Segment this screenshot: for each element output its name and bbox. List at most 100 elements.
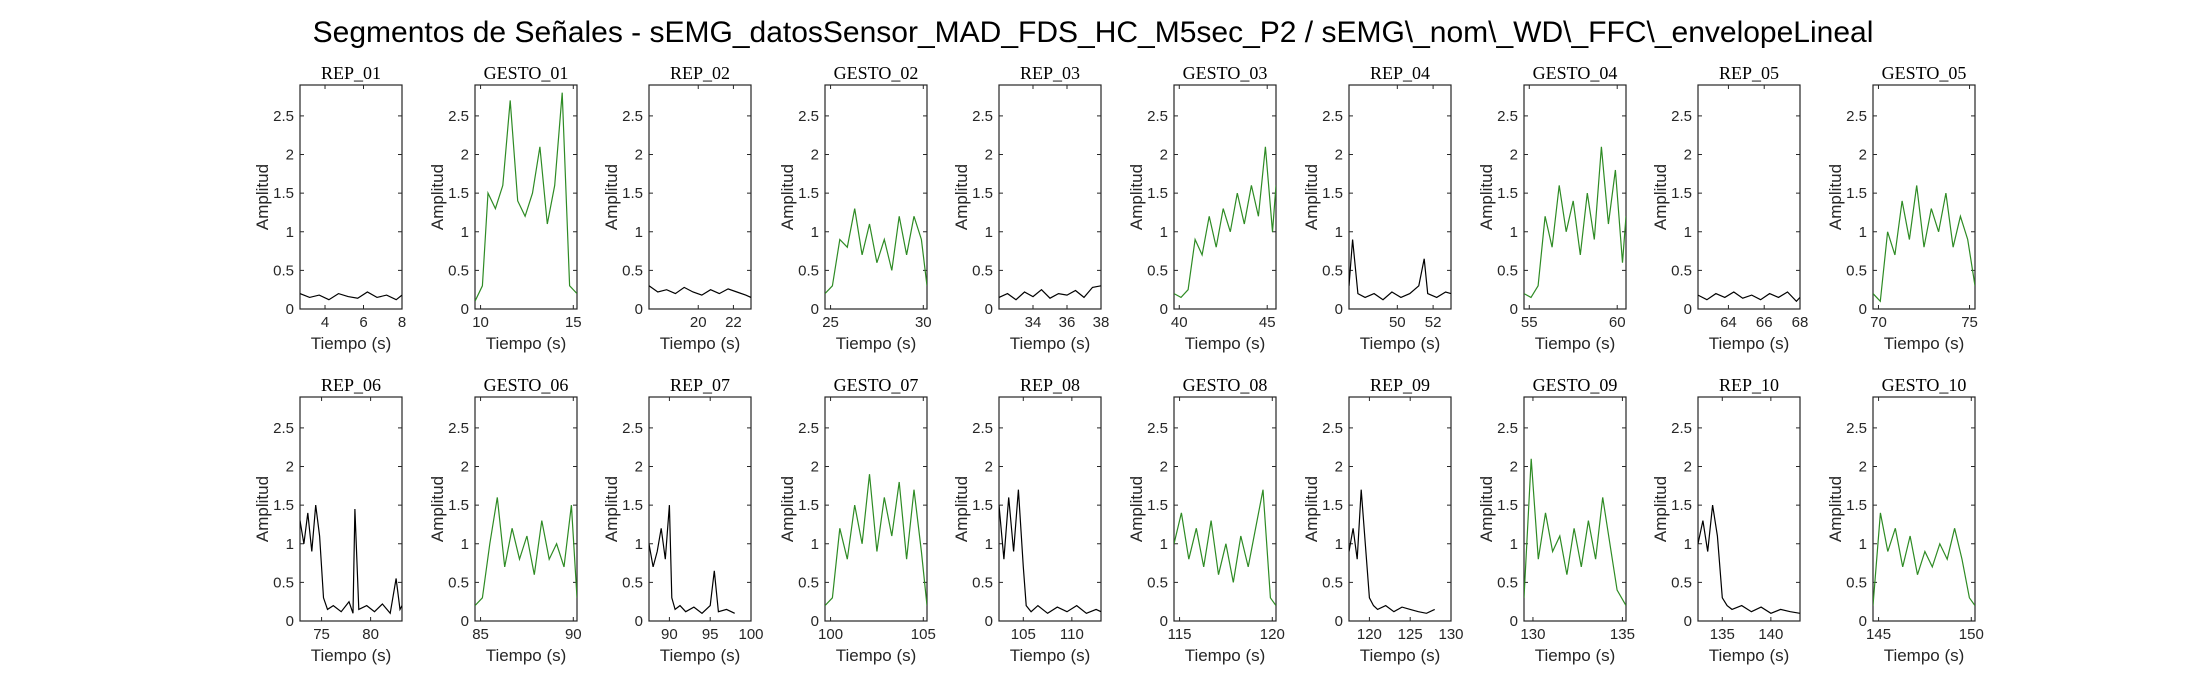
subplot-title: REP_05 bbox=[1719, 63, 1779, 83]
y-axis-label: Amplitud bbox=[1127, 164, 1146, 230]
y-axis-label: Amplitud bbox=[428, 476, 447, 542]
y-tick-label: 1 bbox=[1684, 536, 1692, 553]
axes-box bbox=[1523, 396, 1627, 622]
x-tick-label: 110 bbox=[1060, 626, 1084, 643]
x-tick-label: 90 bbox=[565, 626, 582, 643]
y-tick-label: 1.5 bbox=[1846, 185, 1867, 202]
y-tick-label: 0 bbox=[635, 613, 643, 630]
axes-box bbox=[1697, 84, 1801, 310]
y-tick-label: 1 bbox=[461, 224, 469, 241]
subplot-rep-08: REP_08 0 0.5 1 1.5 2 2.5 105 110 Tiempo (s) Amplit… bbox=[952, 375, 1102, 665]
x-axis-label: Tiempo (s) bbox=[1360, 646, 1441, 665]
y-tick-label: 1.5 bbox=[1147, 185, 1168, 202]
subplot-gesto-05: GESTO_05 0 0.5 1 1.5 2 2.5 70 75 Tiempo (s) Amplit… bbox=[1826, 63, 1978, 353]
y-axis-label: Amplitud bbox=[602, 476, 621, 542]
axes-box bbox=[1697, 396, 1801, 622]
y-tick-label: 2 bbox=[1510, 459, 1518, 476]
y-tick-label: 1.5 bbox=[1671, 185, 1692, 202]
y-tick-label: 1 bbox=[1859, 536, 1867, 553]
x-axis-label: Tiempo (s) bbox=[311, 334, 392, 353]
axes-box bbox=[299, 84, 403, 310]
y-tick-label: 2 bbox=[286, 147, 294, 164]
y-axis-label: Amplitud bbox=[428, 164, 447, 230]
y-tick-label: 0 bbox=[985, 301, 993, 318]
y-tick-label: 2 bbox=[1160, 147, 1168, 164]
x-tick-label: 130 bbox=[1520, 626, 1545, 643]
signal-line bbox=[1349, 489, 1435, 614]
signal-line bbox=[649, 505, 735, 615]
subplot-title: REP_06 bbox=[321, 375, 381, 395]
y-tick-label: 2.5 bbox=[622, 108, 643, 125]
x-axis-label: Tiempo (s) bbox=[1360, 334, 1441, 353]
y-tick-label: 0 bbox=[1859, 613, 1867, 630]
y-axis-label: Amplitud bbox=[1127, 476, 1146, 542]
y-tick-label: 1.5 bbox=[448, 185, 469, 202]
x-tick-label: 70 bbox=[1870, 314, 1887, 331]
y-tick-label: 2 bbox=[1335, 459, 1343, 476]
x-tick-label: 105 bbox=[1011, 626, 1036, 643]
x-tick-label: 135 bbox=[1710, 626, 1735, 643]
y-tick-label: 0 bbox=[1335, 301, 1343, 318]
x-tick-label: 60 bbox=[1609, 314, 1626, 331]
signal-line bbox=[999, 489, 1101, 615]
subplot-gesto-09: GESTO_09 0 0.5 1 1.5 2 2.5 130 135 Tiempo (s) Ampl… bbox=[1477, 375, 1635, 665]
y-tick-label: 2 bbox=[1684, 459, 1692, 476]
x-axis-label: Tiempo (s) bbox=[486, 646, 567, 665]
y-tick-label: 2.5 bbox=[448, 108, 469, 125]
y-tick-label: 0.5 bbox=[1322, 574, 1343, 591]
subplot-title: REP_01 bbox=[321, 63, 381, 83]
y-tick-label: 1.5 bbox=[798, 185, 819, 202]
signal-line bbox=[825, 208, 927, 295]
x-tick-label: 120 bbox=[1260, 626, 1285, 643]
signal-line bbox=[825, 474, 927, 607]
x-axis-label: Tiempo (s) bbox=[1884, 646, 1965, 665]
y-tick-label: 0.5 bbox=[1497, 262, 1518, 279]
subplot-title: GESTO_08 bbox=[1183, 375, 1268, 395]
x-tick-label: 100 bbox=[818, 626, 843, 643]
y-tick-label: 2 bbox=[286, 459, 294, 476]
x-tick-label: 64 bbox=[1720, 314, 1737, 331]
y-tick-label: 0.5 bbox=[1671, 574, 1692, 591]
y-tick-label: 1 bbox=[635, 536, 643, 553]
axes-box bbox=[1173, 396, 1277, 622]
x-tick-label: 125 bbox=[1398, 626, 1423, 643]
subplot-gesto-03: GESTO_03 0 0.5 1 1.5 2 2.5 40 45 Tiempo (s) Amplit… bbox=[1127, 63, 1277, 353]
x-tick-label: 95 bbox=[702, 626, 719, 643]
y-tick-label: 0 bbox=[1510, 613, 1518, 630]
x-axis-label: Tiempo (s) bbox=[1185, 646, 1266, 665]
x-tick-label: 10 bbox=[472, 314, 489, 331]
signal-line bbox=[475, 92, 577, 302]
y-tick-label: 1 bbox=[1510, 536, 1518, 553]
y-tick-label: 1 bbox=[286, 536, 294, 553]
y-tick-label: 1.5 bbox=[1322, 185, 1343, 202]
subplot-title: GESTO_04 bbox=[1533, 63, 1618, 83]
y-tick-label: 1 bbox=[461, 536, 469, 553]
y-tick-label: 2 bbox=[1160, 459, 1168, 476]
y-tick-label: 2 bbox=[811, 147, 819, 164]
y-tick-label: 2.5 bbox=[1497, 420, 1518, 437]
y-tick-label: 1 bbox=[1335, 224, 1343, 241]
y-tick-label: 2.5 bbox=[1671, 420, 1692, 437]
y-tick-label: 1.5 bbox=[972, 185, 993, 202]
signal-line bbox=[1524, 458, 1626, 606]
x-tick-label: 36 bbox=[1059, 314, 1076, 331]
subplot-title: GESTO_02 bbox=[834, 63, 919, 83]
signal-line bbox=[1174, 146, 1276, 299]
axes-box bbox=[474, 396, 578, 622]
y-tick-label: 2 bbox=[1859, 459, 1867, 476]
x-axis-label: Tiempo (s) bbox=[1010, 646, 1091, 665]
signal-line bbox=[1873, 512, 1975, 606]
y-tick-label: 0.5 bbox=[1497, 574, 1518, 591]
y-tick-label: 2.5 bbox=[273, 420, 294, 437]
y-tick-label: 0.5 bbox=[1147, 574, 1168, 591]
y-tick-label: 0.5 bbox=[972, 574, 993, 591]
y-tick-label: 1.5 bbox=[972, 497, 993, 514]
x-tick-label: 66 bbox=[1756, 314, 1773, 331]
x-tick-label: 15 bbox=[565, 314, 582, 331]
subplot-rep-01: REP_01 0 0.5 1 1.5 2 2.5 4 6 8 Tiempo (s) Amplitud bbox=[253, 63, 406, 353]
y-tick-label: 1.5 bbox=[1671, 497, 1692, 514]
subplot-rep-06: REP_06 0 0.5 1 1.5 2 2.5 75 80 Tiempo (s) Amplitud bbox=[253, 375, 403, 665]
signal-line bbox=[649, 285, 751, 298]
signal-line bbox=[1349, 239, 1451, 301]
y-axis-label: Amplitud bbox=[253, 476, 272, 542]
